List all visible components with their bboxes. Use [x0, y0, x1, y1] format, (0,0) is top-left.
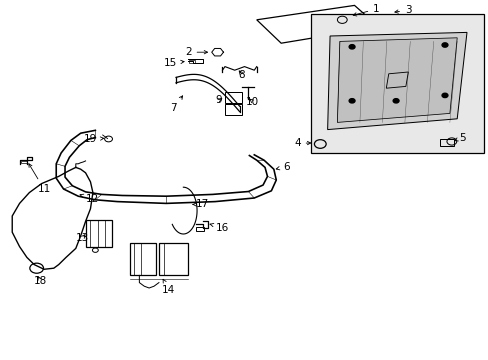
Text: 17: 17	[193, 199, 209, 210]
Text: 8: 8	[238, 69, 245, 80]
Circle shape	[348, 99, 354, 103]
Bar	[129, 243, 156, 275]
Text: 15: 15	[163, 58, 183, 68]
Bar	[189, 60, 194, 63]
Circle shape	[348, 45, 354, 49]
Text: 6: 6	[276, 162, 289, 172]
Circle shape	[392, 99, 398, 103]
Text: 12: 12	[80, 194, 100, 204]
Circle shape	[441, 43, 447, 47]
Text: 9: 9	[215, 95, 222, 105]
Circle shape	[441, 93, 447, 98]
Text: 3: 3	[394, 5, 411, 15]
Bar	[85, 220, 112, 247]
Bar	[224, 104, 242, 115]
Text: 14: 14	[162, 279, 175, 295]
Bar	[20, 161, 27, 163]
Bar	[439, 139, 453, 146]
Text: 13: 13	[75, 233, 89, 243]
Polygon shape	[327, 32, 466, 130]
Bar	[159, 243, 188, 275]
Text: 10: 10	[246, 96, 259, 107]
Text: 2: 2	[184, 47, 207, 57]
Text: 19: 19	[83, 134, 103, 144]
Text: 11: 11	[29, 164, 51, 194]
Text: 1: 1	[352, 4, 379, 16]
Polygon shape	[337, 38, 456, 122]
Bar	[224, 92, 242, 103]
Bar	[195, 227, 204, 231]
Bar	[310, 14, 483, 153]
Text: 7: 7	[170, 96, 182, 113]
Text: 5: 5	[454, 132, 465, 143]
Text: 18: 18	[33, 276, 47, 286]
Text: 16: 16	[210, 222, 229, 233]
Text: 4: 4	[293, 138, 310, 148]
